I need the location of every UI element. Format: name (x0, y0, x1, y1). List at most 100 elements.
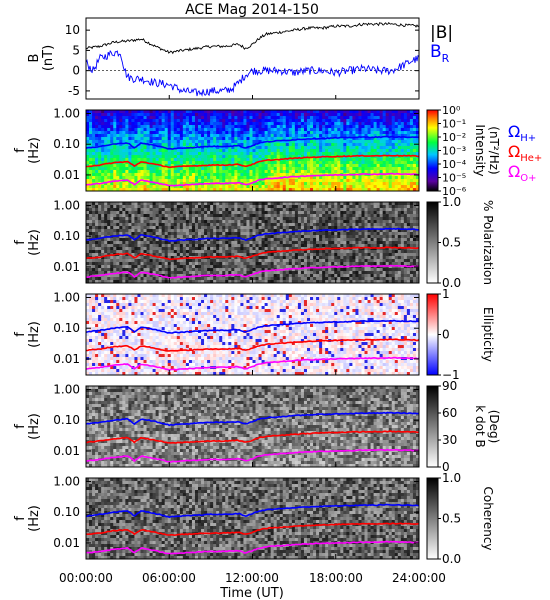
y-tick-label: 1.00 (53, 291, 80, 305)
y-tick-label: 1.00 (53, 383, 80, 397)
field-lines (85, 22, 420, 97)
chart-title: ACE Mag 2014-150 (185, 2, 319, 18)
gyrofrequency-line-heplus (86, 338, 420, 352)
panel-polarization: 1.00 0.10 0.01 f (Hz) 1.0 0.5 0.0 % Polarization (13, 195, 495, 290)
spectrogram-cells (86, 202, 420, 284)
gyrofrequency-line-heplus (85, 430, 420, 444)
colorbar-gradient (426, 385, 439, 468)
gyrofrequency-line-oplus (85, 172, 420, 187)
y-tick-label: 0.01 (53, 168, 80, 182)
colorbar-tick-label: 10⁻⁵ (442, 172, 466, 185)
x-tick-label: 24:00:00 (392, 571, 446, 585)
colorbar-tick-label: 60 (442, 406, 457, 420)
panel-magnetic-field: 10 5 0 -5 B (nT) |B| BR (27, 17, 453, 100)
gyrofrequency-legend: ΩH+ ΩHe+ ΩO+ (508, 122, 542, 184)
y-tick-label: 0.10 (53, 229, 80, 243)
colorbar-tick-label: 30 (442, 433, 457, 447)
series-b-radial (85, 49, 420, 97)
y-tick-label: 0 (72, 64, 80, 78)
colorbar-tick-label: 10⁰ (442, 104, 461, 117)
gyrofrequency-line-hplus (85, 227, 419, 243)
colorbar-tick-label: 0.5 (442, 512, 461, 526)
legend-b-magnitude: |B| (430, 23, 453, 43)
colorbar-tick-label: 10⁻⁴ (442, 158, 467, 171)
legend-b-radial: BR (430, 42, 450, 65)
colorbar-label: k dot B (473, 405, 487, 447)
colorbar-tick-label: 1.0 (442, 471, 461, 485)
colorbar-tick-label: 10⁻¹ (442, 118, 466, 131)
plot-frame (85, 17, 420, 100)
y-tick-label: 0.01 (53, 352, 80, 366)
x-tick-label: 12:00:00 (225, 571, 279, 585)
colorbar-tick-label: 0 (442, 460, 450, 474)
colorbar-tick-label: 0.0 (442, 552, 461, 566)
colorbar-label: Intensity (473, 124, 487, 176)
colorbar-unit: (nT²/Hz) (487, 126, 501, 174)
colorbar-tick-label: 0 (442, 328, 450, 342)
y-tick-label: -5 (68, 84, 80, 98)
y-tick-label: 0.10 (53, 321, 80, 335)
gyrofrequency-line-hplus (85, 319, 420, 334)
colorbar: 1.0 0.5 0.0 Coherency (426, 471, 495, 566)
gyrofrequency-line-heplus (86, 154, 419, 169)
y-tick-label: 0.10 (53, 505, 80, 519)
gyrofrequency-line-hplus (85, 135, 420, 150)
gyrofrequency-line-hplus (85, 503, 420, 519)
x-tick-label: 18:00:00 (309, 571, 363, 585)
y-axis-unit: (Hz) (27, 413, 42, 440)
colorbar-gradient (426, 201, 439, 284)
legend-omega-o: ΩO+ (508, 162, 536, 184)
spectrogram-cells (86, 478, 420, 560)
y-tick-label: 0.01 (53, 444, 80, 458)
y-axis-ticks: 10 5 0 -5 (65, 23, 420, 99)
series-b-magnitude (85, 22, 420, 55)
y-tick-label: 0.01 (53, 536, 80, 550)
colorbar-tick-label: −1 (442, 368, 460, 382)
colorbar-tick-label: 90 (442, 379, 457, 393)
colorbar-label: Ellipticity (481, 307, 495, 362)
panel-ellipticity: 1.00 0.10 0.01 f (Hz) 1 0 −1 Ellipticity (13, 287, 495, 382)
spectrogram-panels: 1.000.100.01f (Hz)10⁰10⁻¹10⁻²10⁻³10⁻⁴10⁻⁵… (13, 104, 501, 566)
colorbar-label: % Polarization (481, 200, 495, 285)
y-axis-unit: (Hz) (27, 137, 42, 164)
colorbar-tick-label: 1.0 (442, 195, 461, 209)
gyrofrequency-line-oplus (85, 448, 420, 463)
spectrogram-cells (86, 294, 420, 376)
y-axis-label: f (13, 516, 28, 521)
panel-intensity: 1.00 0.10 0.01 f (Hz) 10⁰10⁻¹10⁻²10⁻³10⁻⁴10⁻⁵… (13, 104, 501, 198)
colorbar-gradient (426, 293, 439, 376)
gyrofrequency-line-oplus (85, 264, 420, 280)
colorbar: 1 0 −1 Ellipticity (426, 287, 495, 382)
x-tick-label: 00:00:00 (59, 571, 113, 585)
y-axis-unit: (Hz) (27, 505, 42, 532)
gyrofrequency-line-hplus (85, 411, 420, 427)
gyrofrequency-line-oplus (85, 540, 420, 555)
y-axis-unit: (Hz) (27, 321, 42, 348)
y-tick-label: 0.10 (53, 413, 80, 427)
colorbar: 1.0 0.5 0.0 % Polarization (426, 195, 495, 290)
y-tick-label: 0.10 (53, 137, 80, 151)
colorbar-tick-label: 0.5 (442, 236, 461, 250)
y-axis-label: f (13, 332, 28, 337)
y-axis-label: B (27, 54, 42, 63)
colorbar-tick-label: 10⁻⁶ (442, 185, 467, 198)
panel-kdotb: 1.00 0.10 0.01 f (Hz) 90 60 30 0 k dot B (Deg) (13, 379, 501, 474)
gyrofrequency-line-heplus (85, 522, 420, 537)
legend-omega-he: ΩHe+ (508, 142, 542, 164)
gyrofrequency-line-heplus (85, 246, 420, 261)
y-tick-label: 5 (72, 43, 80, 57)
y-axis-unit: (Hz) (27, 229, 42, 256)
colorbar-tick-label: 10⁻² (442, 131, 466, 144)
spectrogram-cells (86, 110, 420, 192)
y-tick-label: 10 (65, 23, 80, 37)
colorbar: 90 60 30 0 k dot B (Deg) (426, 379, 501, 474)
colorbar-unit: (Deg) (487, 410, 501, 444)
y-axis-label: f (13, 424, 28, 429)
y-tick-label: 0.01 (53, 260, 80, 274)
y-tick-label: 1.00 (53, 107, 80, 121)
colorbar-label: Coherency (481, 486, 495, 550)
colorbar-gradient (426, 109, 439, 192)
x-tick-label: 06:00:00 (142, 571, 196, 585)
